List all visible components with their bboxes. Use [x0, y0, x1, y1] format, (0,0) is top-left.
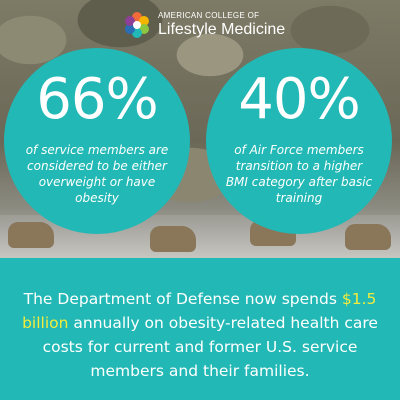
banner-text: The Department of Defense now spends $1.… — [6, 287, 394, 383]
boot-image — [8, 222, 54, 248]
banner-highlight: $1.5 billion — [22, 290, 377, 332]
stat-caption: of service members are considered to be … — [25, 143, 169, 205]
acolm-logo: AMERICAN COLLEGE OF Lifestyle Medicine — [122, 8, 285, 42]
boot-image — [150, 226, 196, 252]
stat-caption: of Air Force members transition to a hig… — [225, 143, 373, 205]
boot-image — [345, 224, 391, 250]
stat-circle-air-force: 40% of Air Force members transition to a… — [206, 48, 392, 234]
logo-org-line: AMERICAN COLLEGE OF — [158, 11, 260, 20]
stat-circle-overweight: 66% of service members are considered to… — [4, 48, 190, 234]
stat-value: 66% — [36, 67, 158, 132]
logo-name-line: Lifestyle Medicine — [158, 21, 286, 38]
banner-prefix: The Department of Defense now spends — [23, 290, 337, 308]
stat-value: 40% — [238, 67, 360, 132]
banner-suffix: annually on obesity-related health care … — [42, 314, 378, 380]
flower-logo-icon — [122, 10, 152, 40]
bottom-banner — [0, 258, 400, 400]
